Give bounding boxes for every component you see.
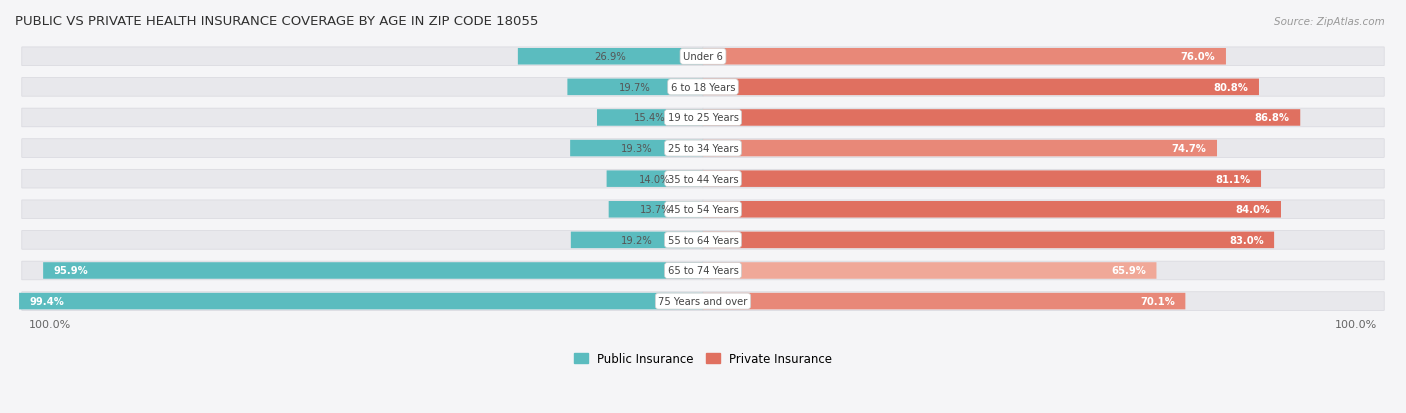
Text: 19.3%: 19.3% bbox=[621, 144, 652, 154]
FancyBboxPatch shape bbox=[703, 200, 1385, 219]
Text: 19.7%: 19.7% bbox=[620, 83, 651, 93]
Text: 76.0%: 76.0% bbox=[1181, 52, 1216, 62]
FancyBboxPatch shape bbox=[21, 292, 703, 311]
FancyBboxPatch shape bbox=[703, 231, 1385, 249]
FancyBboxPatch shape bbox=[21, 48, 703, 66]
FancyBboxPatch shape bbox=[703, 202, 1281, 218]
FancyBboxPatch shape bbox=[703, 232, 1274, 249]
FancyBboxPatch shape bbox=[703, 293, 1185, 310]
Text: 13.7%: 13.7% bbox=[640, 205, 672, 215]
FancyBboxPatch shape bbox=[703, 110, 1301, 126]
FancyBboxPatch shape bbox=[598, 110, 703, 126]
FancyBboxPatch shape bbox=[606, 171, 703, 188]
FancyBboxPatch shape bbox=[703, 49, 1226, 65]
FancyBboxPatch shape bbox=[21, 140, 703, 158]
Text: 19 to 25 Years: 19 to 25 Years bbox=[668, 113, 738, 123]
Text: 100.0%: 100.0% bbox=[1334, 319, 1378, 329]
FancyBboxPatch shape bbox=[703, 48, 1385, 66]
FancyBboxPatch shape bbox=[517, 49, 703, 65]
FancyBboxPatch shape bbox=[703, 109, 1385, 128]
FancyBboxPatch shape bbox=[21, 78, 703, 97]
Text: 19.2%: 19.2% bbox=[621, 235, 652, 245]
Text: Source: ZipAtlas.com: Source: ZipAtlas.com bbox=[1274, 17, 1385, 26]
Text: 65 to 74 Years: 65 to 74 Years bbox=[668, 266, 738, 276]
FancyBboxPatch shape bbox=[571, 232, 703, 249]
FancyBboxPatch shape bbox=[21, 261, 703, 280]
Text: 15.4%: 15.4% bbox=[634, 113, 666, 123]
Text: 100.0%: 100.0% bbox=[28, 319, 72, 329]
FancyBboxPatch shape bbox=[21, 200, 703, 219]
FancyBboxPatch shape bbox=[703, 78, 1385, 97]
FancyBboxPatch shape bbox=[571, 140, 703, 157]
Text: 35 to 44 Years: 35 to 44 Years bbox=[668, 174, 738, 184]
Text: 55 to 64 Years: 55 to 64 Years bbox=[668, 235, 738, 245]
FancyBboxPatch shape bbox=[21, 170, 703, 189]
Text: 84.0%: 84.0% bbox=[1236, 205, 1271, 215]
Text: 25 to 34 Years: 25 to 34 Years bbox=[668, 144, 738, 154]
Text: Under 6: Under 6 bbox=[683, 52, 723, 62]
FancyBboxPatch shape bbox=[20, 293, 703, 310]
FancyBboxPatch shape bbox=[703, 292, 1385, 311]
Text: 70.1%: 70.1% bbox=[1140, 297, 1175, 306]
FancyBboxPatch shape bbox=[703, 140, 1218, 157]
FancyBboxPatch shape bbox=[703, 261, 1385, 280]
Text: PUBLIC VS PRIVATE HEALTH INSURANCE COVERAGE BY AGE IN ZIP CODE 18055: PUBLIC VS PRIVATE HEALTH INSURANCE COVER… bbox=[15, 15, 538, 28]
FancyBboxPatch shape bbox=[44, 263, 703, 279]
FancyBboxPatch shape bbox=[609, 202, 703, 218]
Text: 99.4%: 99.4% bbox=[30, 297, 65, 306]
FancyBboxPatch shape bbox=[703, 170, 1385, 189]
Text: 26.9%: 26.9% bbox=[595, 52, 626, 62]
Text: 14.0%: 14.0% bbox=[640, 174, 671, 184]
FancyBboxPatch shape bbox=[21, 109, 703, 128]
Text: 45 to 54 Years: 45 to 54 Years bbox=[668, 205, 738, 215]
Text: 6 to 18 Years: 6 to 18 Years bbox=[671, 83, 735, 93]
FancyBboxPatch shape bbox=[703, 79, 1258, 96]
FancyBboxPatch shape bbox=[703, 171, 1261, 188]
Text: 83.0%: 83.0% bbox=[1229, 235, 1264, 245]
FancyBboxPatch shape bbox=[568, 79, 703, 96]
Text: 80.8%: 80.8% bbox=[1213, 83, 1249, 93]
Text: 86.8%: 86.8% bbox=[1256, 113, 1289, 123]
Text: 95.9%: 95.9% bbox=[53, 266, 89, 276]
Text: 81.1%: 81.1% bbox=[1215, 174, 1251, 184]
Text: 74.7%: 74.7% bbox=[1171, 144, 1206, 154]
Text: 65.9%: 65.9% bbox=[1111, 266, 1146, 276]
Text: 75 Years and over: 75 Years and over bbox=[658, 297, 748, 306]
FancyBboxPatch shape bbox=[703, 140, 1385, 158]
Legend: Public Insurance, Private Insurance: Public Insurance, Private Insurance bbox=[569, 348, 837, 370]
FancyBboxPatch shape bbox=[21, 231, 703, 249]
FancyBboxPatch shape bbox=[703, 263, 1157, 279]
